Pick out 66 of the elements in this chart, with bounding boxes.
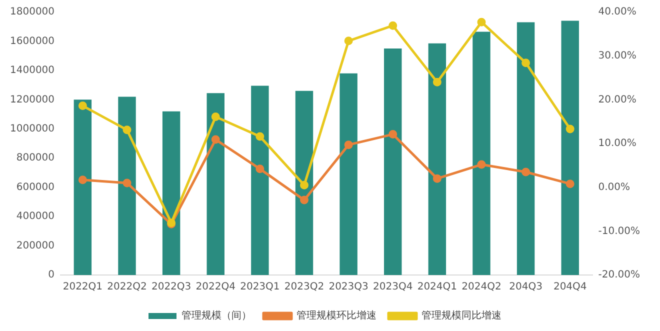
y2-tick-label: 10.00% [598,138,636,150]
x-tick-label: 2023Q1 [240,282,280,293]
point [432,174,442,183]
x-tick-label: 2023Q2 [284,282,324,293]
x-tick-label: 2024Q2 [462,282,502,293]
legend-label: 管理规模环比增速 [296,310,376,322]
x-tick-label: 2024Q1 [417,282,458,293]
y-tick-label: 1200000 [10,94,55,106]
y2-tick-label: 30.00% [598,50,636,62]
bar [162,111,180,275]
x-tick-label: 2022Q3 [151,282,192,293]
point [256,164,264,174]
y-tick-label: 800000 [16,152,55,164]
point [522,58,530,68]
bar [340,73,358,275]
y-tick-label: 1000000 [10,123,55,134]
point [300,196,308,204]
x-tick-label: 204Q3 [509,282,542,293]
point [78,176,87,184]
y-tick-label: 1600000 [10,36,55,47]
y-tick-label: 1800000 [10,6,55,18]
point [432,78,442,86]
bar [516,22,535,275]
y-tick-label: 400000 [16,211,55,222]
legend-label: 管理规模同比增速 [422,310,502,322]
point [477,160,486,169]
bar [561,20,579,275]
point [211,135,220,144]
point [122,178,132,188]
point [522,168,530,176]
bar [74,100,92,275]
point [388,130,398,139]
x-tick-label: 2022Q2 [107,282,147,293]
point [211,112,220,122]
x-tick-label: 2023Q3 [328,282,368,293]
point [300,180,308,190]
point [388,21,398,30]
point [477,18,486,26]
x-tick-label: 2022Q1 [62,282,103,293]
bar [251,86,269,275]
y2-tick-label: -10.00% [598,226,640,237]
bar [295,90,314,275]
x-tick-label: 2022Q4 [196,282,236,293]
y2-tick-label: 0.00% [598,182,630,193]
bar [118,96,136,275]
point [566,124,574,134]
bar [472,32,490,275]
y-tick-label: 600000 [16,182,55,193]
bar [384,48,402,275]
point [78,102,87,110]
bar [428,43,446,275]
y-tick-label: 200000 [16,240,55,252]
point [344,36,353,46]
point [566,180,574,188]
point [344,140,353,150]
point [256,132,264,141]
point [122,126,132,134]
y2-tick-label: 40.00% [598,6,636,18]
y-tick-label: 1400000 [10,65,55,76]
y2-tick-label: -20.00% [598,270,640,281]
bar [206,93,224,275]
y2-tick-label: 20.00% [598,94,636,106]
x-tick-label: 2023Q4 [373,282,413,293]
legend-label: 管理规模（间） [182,310,252,322]
y-tick-label: 0 [48,270,55,281]
x-tick-label: 204Q4 [553,282,587,293]
